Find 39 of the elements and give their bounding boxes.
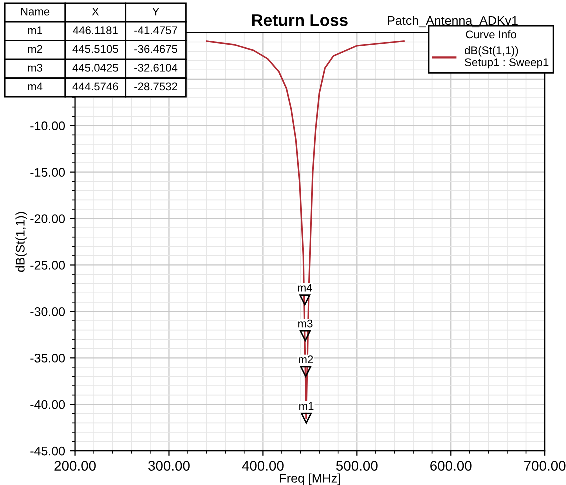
annotation: -41.4757 [134,26,178,34]
x-axis-title: Freq [MHz] [280,474,340,485]
x-tick-label: 200.00 [54,461,96,471]
text: X [92,8,100,16]
text: m2 [28,45,42,54]
y-tick-label: -25.00 [30,261,66,270]
x-tick-label: 300.00 [148,461,190,471]
annotation: -32.6104 [134,64,178,72]
y-tick-label: -35.00 [30,354,66,363]
y-tick-label: -20.00 [30,214,66,224]
x-tick-label: 500.00 [336,461,378,471]
legend-title: Curve Info [466,30,516,39]
text: m3 [28,64,43,72]
y-tick-label: -15.00 [30,168,66,177]
chart-title: Return Loss [252,14,348,26]
annotation: -36.4675 [134,45,178,54]
x-tick-label: 400.00 [242,461,284,471]
text: Y [152,8,160,16]
y-tick-label: -30.00 [30,307,66,316]
text: Name [21,8,50,16]
annotation: 446.1181 [73,26,118,34]
x-tick-label: 600.00 [430,461,472,471]
chart-subtitle: Patch_Antenna_ADKv1 [388,16,518,28]
y-tick-label: -45.00 [30,446,66,456]
annotation: 445.5105 [72,45,118,54]
x-tick-label: 700.00 [524,461,566,471]
annotation: m4 [298,284,312,292]
legend-label: dB(St(1,1)) Setup1 : Sweep1 [464,46,549,69]
annotation: m3 [298,320,313,328]
annotation: m2 [298,356,314,364]
annotation: 444.5746 [72,82,118,91]
annotation: 445.0425 [72,64,118,72]
text: m1 [28,26,42,34]
annotation: -28.7532 [134,82,178,91]
y-tick-label: -40.00 [30,400,66,410]
annotation: m1 [300,402,314,410]
y-tick-label: -10.00 [30,122,66,131]
text: m4 [28,82,43,91]
y-axis-title: dB(St(1,1)) [16,212,28,272]
